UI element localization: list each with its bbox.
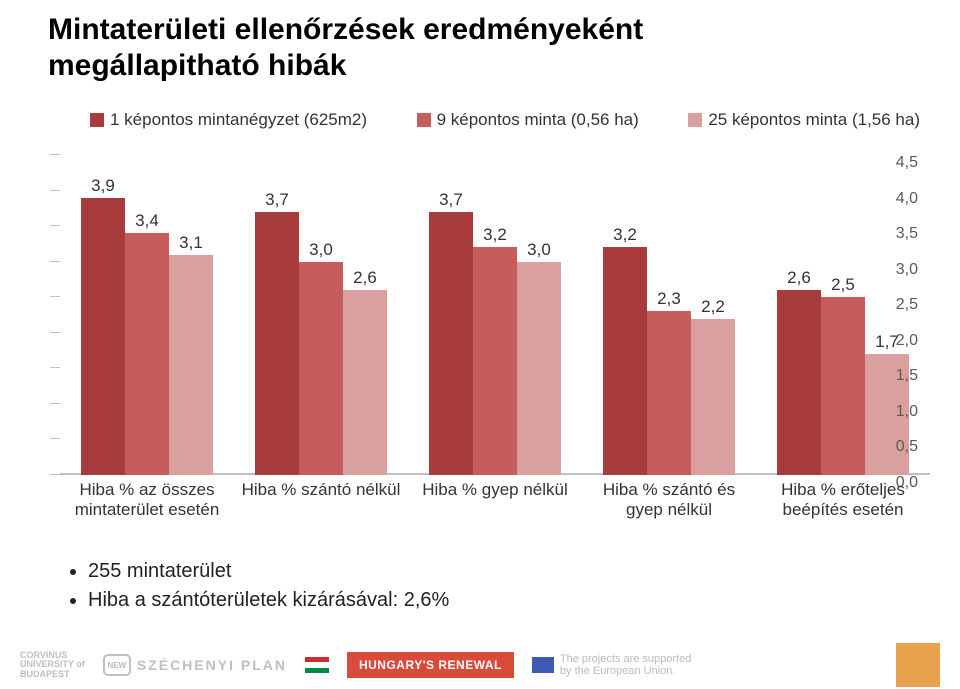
bar: 3,2 (603, 247, 647, 475)
bar: 2,5 (821, 297, 865, 475)
legend-swatch (688, 113, 702, 127)
bar: 2,2 (691, 319, 735, 475)
bar: 3,0 (517, 262, 561, 475)
bar-value-label: 2,6 (353, 268, 377, 288)
legend-label: 1 képontos mintanégyzet (625m2) (110, 110, 367, 130)
new-badge-icon: NEW (103, 654, 131, 676)
page-footer: CORVINUSUNIVERSITY ofBUDAPEST NEW SZÉCHE… (0, 641, 960, 689)
bar: 3,1 (169, 255, 213, 475)
legend-item: 25 képontos minta (1,56 ha) (688, 110, 920, 130)
bar-value-label: 3,7 (439, 190, 463, 210)
eu-flag-icon (532, 657, 554, 673)
bar-value-label: 2,2 (701, 297, 725, 317)
bar-value-label: 3,0 (309, 240, 333, 260)
y-axis-label: 0,5 (896, 438, 918, 456)
bar-value-label: 3,2 (613, 225, 637, 245)
x-axis-labels: Hiba % az összes mintaterület eseténHiba… (60, 480, 930, 521)
bar: 2,6 (343, 290, 387, 475)
x-axis-label: Hiba % szántó és gyep nélkül (582, 480, 756, 521)
bar: 3,7 (255, 212, 299, 475)
bullet-item: 255 mintaterület (88, 560, 449, 583)
x-axis-label: Hiba % szántó nélkül (234, 480, 408, 521)
bar-value-label: 3,2 (483, 225, 507, 245)
bar-group: 3,73,02,6 (234, 155, 408, 475)
y-axis-label: 1,5 (896, 367, 918, 385)
bar-group: 3,73,23,0 (408, 155, 582, 475)
legend-swatch (417, 113, 431, 127)
page-title-line1: Mintaterületi ellenőrzések eredményeként (48, 13, 643, 46)
bar: 3,7 (429, 212, 473, 475)
bar-value-label: 3,1 (179, 233, 203, 253)
legend-item: 9 képontos minta (0,56 ha) (417, 110, 639, 130)
y-axis-label: 3,5 (896, 225, 918, 243)
eu-support-text: The projects are supportedby the Europea… (560, 653, 691, 677)
bar: 3,2 (473, 247, 517, 475)
bar-groups: 3,93,43,13,73,02,63,73,23,03,22,32,22,62… (60, 155, 930, 475)
y-axis-label: 1,0 (896, 403, 918, 421)
legend-item: 1 képontos mintanégyzet (625m2) (90, 110, 367, 130)
y-axis-label: 4,5 (896, 154, 918, 172)
hungary-flag-icon (305, 657, 329, 673)
legend-label: 9 képontos minta (0,56 ha) (437, 110, 639, 130)
page-title-line2: megállapitható hibák (48, 49, 346, 82)
chart-plot-area: 3,93,43,13,73,02,63,73,23,03,22,32,22,62… (60, 155, 930, 475)
x-axis-label: Hiba % az összes mintaterület esetén (60, 480, 234, 521)
bar-group: 3,93,43,1 (60, 155, 234, 475)
x-axis-label: Hiba % erőteljes beépítés esetén (756, 480, 930, 521)
bar: 2,6 (777, 290, 821, 475)
bar-value-label: 2,6 (787, 268, 811, 288)
chart-legend: 1 képontos mintanégyzet (625m2) 9 képonto… (90, 110, 920, 130)
bar-group: 3,22,32,2 (582, 155, 756, 475)
szechenyi-logo: SZÉCHENYI PLAN (137, 657, 287, 673)
bar-value-label: 2,5 (831, 275, 855, 295)
y-axis-label: 4,0 (896, 190, 918, 208)
y-axis-label: 2,0 (896, 332, 918, 350)
bar-value-label: 3,0 (527, 240, 551, 260)
y-axis-label: 3,0 (896, 261, 918, 279)
x-axis-label: Hiba % gyep nélkül (408, 480, 582, 521)
bar-value-label: 3,7 (265, 190, 289, 210)
bar: 3,9 (81, 198, 125, 475)
hungarys-renewal-badge: HUNGARY'S RENEWAL (347, 652, 514, 678)
bar: 3,0 (299, 262, 343, 475)
bar-value-label: 2,3 (657, 289, 681, 309)
bar: 2,3 (647, 311, 691, 475)
bar-value-label: 3,9 (91, 176, 115, 196)
bar-chart: 1 képontos mintanégyzet (625m2) 9 képonto… (0, 100, 960, 550)
corvinus-logo: CORVINUSUNIVERSITY ofBUDAPEST (20, 651, 85, 679)
decorative-box (896, 643, 940, 687)
bar-value-label: 3,4 (135, 211, 159, 231)
legend-label: 25 képontos minta (1,56 ha) (708, 110, 920, 130)
bar: 3,4 (125, 233, 169, 475)
legend-swatch (90, 113, 104, 127)
bullet-list: 255 mintaterület Hiba a szántóterületek … (70, 560, 449, 618)
y-axis-label: 2,5 (896, 296, 918, 314)
bullet-item: Hiba a szántóterületek kizárásával: 2,6% (88, 589, 449, 612)
